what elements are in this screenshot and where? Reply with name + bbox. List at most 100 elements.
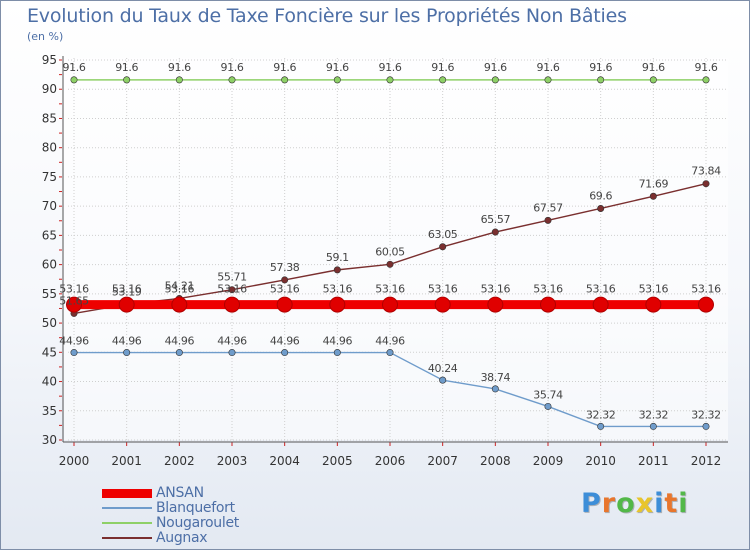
data-point-blanquefort [597, 422, 605, 430]
data-point-nougaroulet [70, 76, 78, 84]
logo-letter: i [678, 488, 689, 519]
x-tick-label: 2004 [269, 454, 300, 468]
data-point-ansan [329, 296, 346, 313]
data-label-augnax: 51.65 [59, 294, 89, 307]
x-tick-label: 2009 [533, 454, 564, 468]
data-point-augnax [281, 276, 289, 284]
data-label-blanquefort: 44.96 [270, 335, 300, 348]
x-tick-label: 2001 [111, 454, 142, 468]
x-tick-label: 2002 [164, 454, 195, 468]
y-tick-label: 50 [42, 316, 57, 330]
data-point-nougaroulet [439, 76, 447, 84]
x-tick-label: 2007 [427, 454, 458, 468]
data-point-ansan [276, 296, 293, 313]
data-label-nougaroulet: 91.6 [431, 61, 454, 74]
data-point-nougaroulet [386, 76, 394, 84]
legend-swatch [102, 537, 152, 539]
logo-letter: i [654, 488, 665, 519]
legend-label: Nougaroulet [156, 515, 239, 531]
plot-area [64, 58, 728, 440]
data-point-nougaroulet [544, 76, 552, 84]
data-point-augnax [491, 228, 499, 236]
logo-letter: o [616, 488, 636, 519]
data-point-blanquefort [228, 349, 236, 357]
data-point-ansan [540, 296, 556, 313]
data-point-augnax [228, 286, 236, 294]
data-point-blanquefort [491, 385, 499, 393]
data-label-ansan: 53.16 [112, 283, 142, 296]
data-point-nougaroulet [281, 76, 289, 84]
y-tick-label: 40 [42, 375, 57, 389]
logo-letter: P [581, 488, 602, 519]
logo-letter: r [601, 488, 617, 519]
data-label-ansan: 53.16 [691, 283, 721, 296]
data-point-ansan [487, 296, 504, 313]
x-tick-label: 2010 [585, 454, 616, 468]
data-label-augnax: 57.38 [270, 261, 300, 274]
data-label-nougaroulet: 91.6 [168, 61, 191, 74]
data-label-augnax: 71.69 [639, 177, 669, 190]
data-label-ansan: 53.16 [165, 283, 195, 296]
data-point-nougaroulet [123, 76, 131, 84]
data-label-nougaroulet: 91.6 [326, 61, 349, 74]
x-tick-label: 2005 [322, 454, 353, 468]
logo-letter: x [635, 488, 655, 519]
legend-swatch [102, 507, 152, 509]
data-point-ansan [698, 296, 714, 313]
data-label-blanquefort: 44.96 [217, 335, 247, 348]
data-label-blanquefort: 38.74 [481, 371, 511, 384]
data-label-augnax: 54.21 [165, 279, 195, 292]
legend-item-blanquefort: Blanquefort [102, 500, 235, 516]
data-point-blanquefort [386, 349, 394, 357]
data-point-nougaroulet [597, 76, 605, 84]
data-label-ansan: 53.16 [217, 283, 247, 296]
data-label-blanquefort: 40.24 [428, 362, 458, 375]
y-axis-unit: (en %) [27, 30, 64, 43]
data-point-ansan [592, 296, 609, 313]
y-tick-label: 70 [42, 199, 57, 213]
data-label-augnax: 55.71 [217, 271, 247, 284]
y-tick-label: 80 [42, 141, 57, 155]
data-label-augnax: 60.05 [375, 245, 405, 258]
data-label-blanquefort: 35.74 [533, 388, 563, 401]
data-point-blanquefort [123, 349, 131, 357]
x-tick-label: 2011 [638, 454, 669, 468]
data-point-ansan [66, 296, 82, 313]
data-point-blanquefort [439, 376, 447, 384]
data-point-blanquefort [649, 422, 657, 430]
data-label-blanquefort: 44.96 [165, 335, 195, 348]
data-label-nougaroulet: 91.6 [589, 61, 612, 74]
y-tick-label: 45 [42, 345, 57, 359]
data-point-blanquefort [544, 402, 552, 410]
data-label-ansan: 53.16 [586, 283, 616, 296]
data-point-ansan [382, 296, 398, 313]
data-point-ansan [434, 296, 451, 313]
data-label-nougaroulet: 91.6 [221, 61, 244, 74]
y-tick-label: 60 [42, 258, 57, 272]
logo-letter: t [664, 488, 679, 519]
y-tick-label: 90 [42, 82, 57, 96]
data-label-nougaroulet: 91.6 [379, 61, 402, 74]
proxiti-logo: Proxiti [581, 488, 689, 519]
data-label-nougaroulet: 91.6 [642, 61, 665, 74]
data-point-blanquefort [702, 422, 710, 430]
data-label-blanquefort: 44.96 [323, 335, 353, 348]
data-label-augnax: 67.57 [533, 201, 563, 214]
data-point-augnax [386, 260, 394, 268]
data-label-nougaroulet: 91.6 [63, 61, 86, 74]
legend-label: Blanquefort [156, 500, 235, 516]
data-label-blanquefort: 32.32 [586, 408, 616, 421]
y-tick-label: 35 [42, 404, 57, 418]
data-label-nougaroulet: 91.6 [695, 61, 718, 74]
x-tick-label: 2000 [59, 454, 90, 468]
data-label-ansan: 53.16 [533, 283, 563, 296]
data-point-ansan [224, 296, 240, 313]
data-label-nougaroulet: 91.6 [115, 61, 138, 74]
data-label-augnax: 73.84 [691, 165, 721, 178]
data-point-nougaroulet [649, 76, 657, 84]
legend-item-nougaroulet: Nougaroulet [102, 515, 239, 531]
data-point-augnax [597, 204, 605, 212]
legend-item-ansan: ANSAN [102, 485, 204, 501]
y-tick-label: 55 [42, 287, 57, 301]
data-point-augnax [333, 266, 341, 274]
